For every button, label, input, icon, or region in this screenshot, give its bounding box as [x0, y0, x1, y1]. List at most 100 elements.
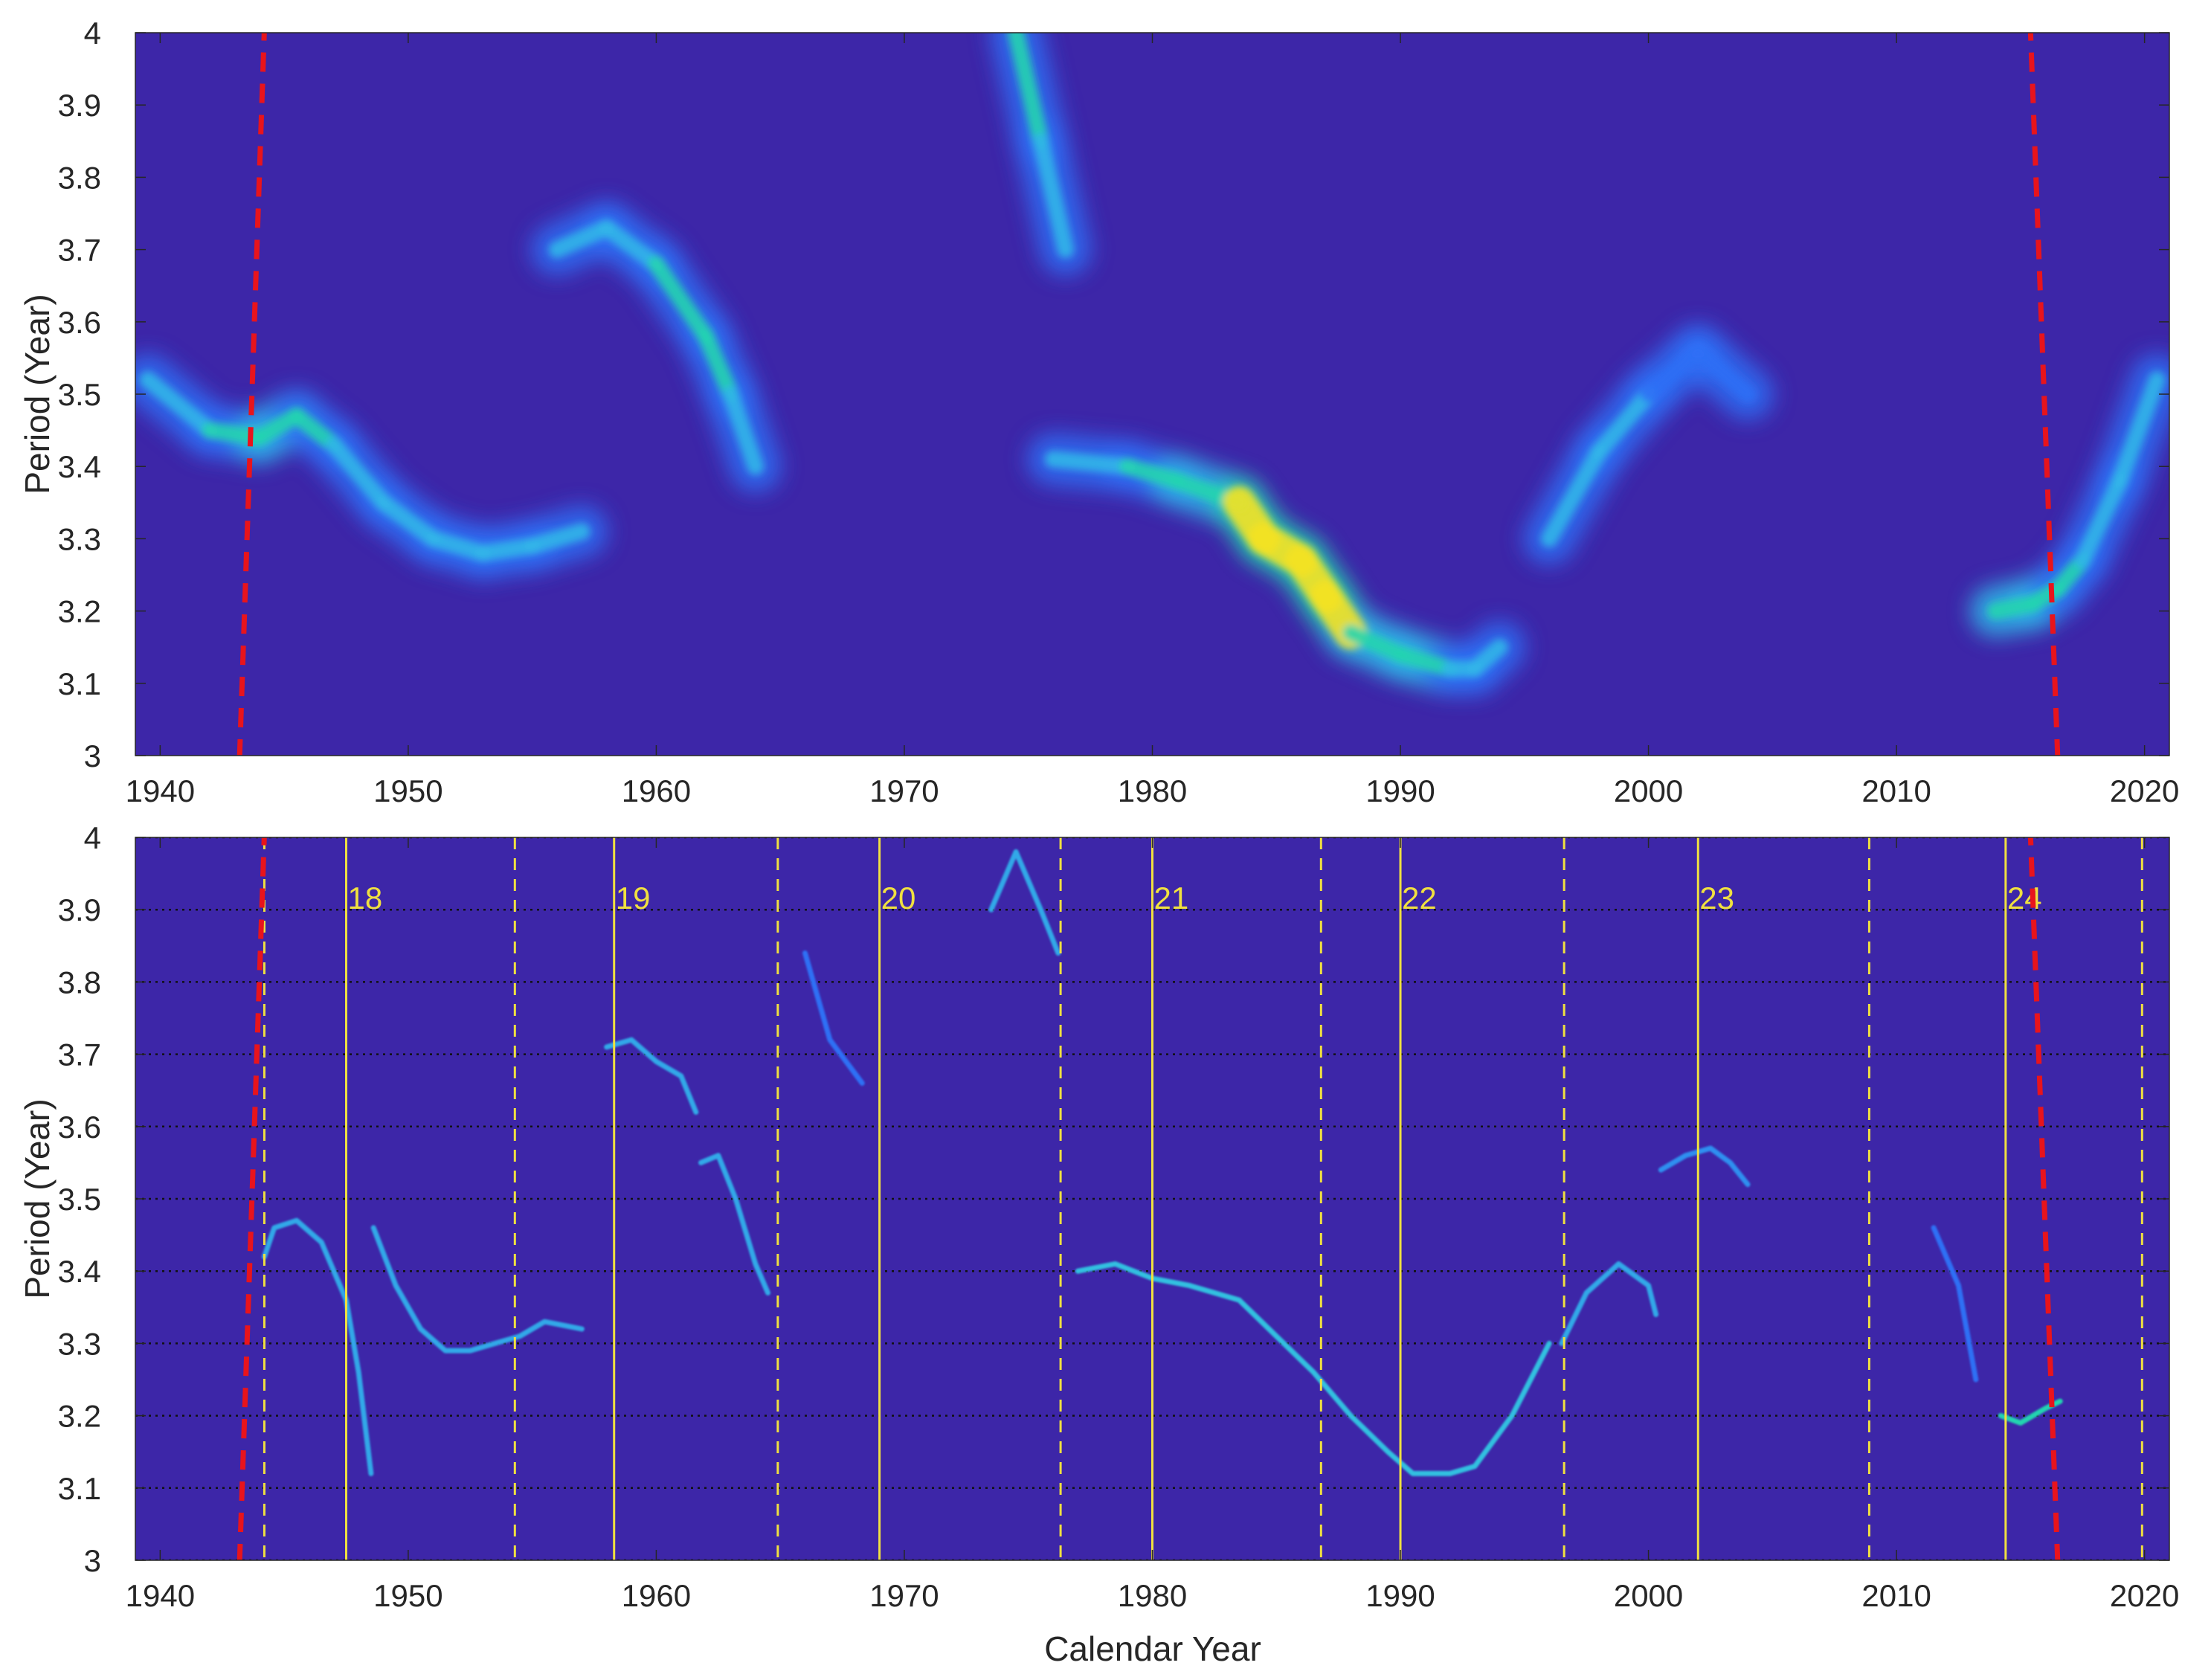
bottom-y-ticks: 3 3.1 3.2 3.3 3.4 3.5 3.6 3.7 3.8 3.9 4 — [58, 820, 2169, 1578]
heatmap-ridge-core — [139, 371, 219, 439]
y-tick-label: 3.6 — [58, 1110, 101, 1145]
ridge-line — [370, 1225, 585, 1354]
y-tick-label: 3.2 — [58, 1399, 101, 1434]
y-tick-label: 3.9 — [58, 892, 101, 927]
ridge-line — [988, 849, 1061, 956]
x-tick-label: 1950 — [373, 773, 442, 808]
y-tick-label: 3 — [84, 1543, 101, 1578]
red-dashed-line — [236, 837, 267, 1560]
ridge-line — [1075, 1261, 1552, 1476]
y-tick-label: 3.5 — [58, 1182, 101, 1217]
ridge-line — [1559, 1261, 1659, 1346]
red-dashed-line — [2027, 33, 2061, 756]
y-tick-label: 3.1 — [58, 666, 101, 701]
heatmap-ridge-core — [1690, 342, 1756, 402]
top-plot-background — [135, 33, 2169, 756]
heatmap-ridge-core — [698, 328, 739, 402]
x-tick-label: 2020 — [2110, 773, 2179, 808]
y-tick-label: 3.3 — [58, 521, 101, 556]
y-tick-label: 3 — [84, 738, 101, 773]
ridge-line — [604, 1037, 699, 1115]
heatmap-ridge-core — [1008, 33, 1049, 149]
x-tick-label: 1980 — [1118, 773, 1187, 808]
y-tick-label: 3.4 — [58, 1254, 101, 1289]
x-tick-label: 1940 — [126, 1578, 195, 1613]
y-tick-label: 3.2 — [58, 594, 101, 629]
x-tick-label: 2000 — [1614, 773, 1683, 808]
x-tick-label: 2010 — [1861, 1578, 1931, 1613]
heatmap-ridge-core — [598, 219, 665, 273]
heatmap-ridge-core — [2111, 371, 2166, 489]
top-y-axis-label: Period (Year) — [18, 294, 57, 494]
heatmap-ridge-core — [474, 538, 541, 561]
ridge-line — [802, 950, 865, 1086]
heatmap-ridge-core — [1590, 386, 1657, 460]
top-heatmap-layer — [135, 33, 2169, 695]
bottom-red-lines — [236, 837, 2061, 1560]
top-red-lines — [236, 33, 2061, 756]
bottom-x-ticks: 1940 1950 1960 1970 1980 1990 2000 2010 2020 — [126, 837, 2179, 1613]
y-tick-label: 4 — [84, 16, 101, 51]
bottom-grid — [135, 837, 2169, 1560]
heatmap-ridge-core — [722, 386, 764, 475]
x-tick-label: 2000 — [1614, 1578, 1683, 1613]
ridge-line — [1658, 1145, 1751, 1188]
x-tick-label: 1940 — [126, 773, 195, 808]
red-dashed-line — [236, 33, 267, 756]
x-tick-label: 1990 — [1365, 773, 1435, 808]
red-dashed-line — [2027, 837, 2061, 1560]
heatmap-ridge-core — [524, 523, 590, 555]
x-tick-label: 1960 — [622, 773, 691, 808]
heatmap-ridge-core — [1467, 639, 1508, 678]
y-tick-label: 3.4 — [58, 449, 101, 484]
heatmap-ridge-core — [1045, 451, 1136, 475]
y-tick-label: 3.7 — [58, 1037, 101, 1072]
x-tick-label: 1970 — [869, 1578, 939, 1613]
heatmap-ridge-core — [425, 530, 491, 561]
x-tick-label: 1980 — [1118, 1578, 1187, 1613]
cycle-label: 20 — [881, 881, 916, 915]
y-tick-label: 3.8 — [58, 160, 101, 195]
y-tick-label: 3.6 — [58, 305, 101, 340]
heatmap-ridge-core — [648, 256, 715, 345]
heatmap-ridge-core — [1032, 132, 1074, 258]
ridge-line — [698, 1153, 770, 1296]
y-tick-label: 3.8 — [58, 965, 101, 1000]
bottom-panel: 18 19 20 21 22 23 24 1940 1950 1960 1970 1980 1990 2… — [18, 820, 2179, 1668]
y-tick-label: 3.3 — [58, 1326, 101, 1361]
x-tick-label: 1950 — [373, 1578, 442, 1613]
y-tick-label: 3.7 — [58, 233, 101, 268]
cycle-label: 22 — [1402, 881, 1437, 915]
y-tick-label: 3.9 — [58, 88, 101, 123]
x-tick-label: 1970 — [869, 773, 939, 808]
cycle-label: 19 — [616, 881, 651, 915]
ridge-line — [261, 1217, 374, 1476]
cycle-label: 21 — [1154, 881, 1189, 915]
heatmap-ridge-core — [1541, 443, 1607, 547]
top-x-ticks: 1940 1950 1960 1970 1980 1990 2000 2010 2020 — [126, 33, 2179, 808]
x-tick-label: 1960 — [622, 1578, 691, 1613]
bottom-cycle-labels: 18 19 20 21 22 23 24 — [348, 881, 2042, 915]
heatmap-ridge-core — [2074, 472, 2128, 569]
x-tick-label: 2020 — [2110, 1578, 2179, 1613]
bottom-ridge-layer — [261, 849, 2063, 1476]
top-panel: 1940 1950 1960 1970 1980 1990 2000 2010 2020 3 3.… — [18, 16, 2179, 808]
bottom-x-axis-label: Calendar Year — [1044, 1629, 1261, 1668]
heatmap-ridge-core — [1342, 624, 1409, 663]
top-y-ticks: 3 3.1 3.2 3.3 3.4 3.5 3.6 3.7 3.8 3.9 4 — [58, 16, 2169, 773]
heatmap-ridge-core — [1392, 646, 1458, 678]
bottom-y-axis-label: Period (Year) — [18, 1098, 57, 1298]
bottom-cycle-lines — [263, 837, 2143, 1560]
y-tick-label: 3.1 — [58, 1471, 101, 1506]
cycle-label: 18 — [348, 881, 383, 915]
cycle-label: 24 — [2007, 881, 2042, 915]
cycle-label: 23 — [1699, 881, 1734, 915]
y-tick-label: 4 — [84, 820, 101, 855]
heatmap-ridge-core — [375, 494, 442, 547]
y-tick-label: 3.5 — [58, 377, 101, 412]
heatmap-ridge-core — [549, 219, 615, 258]
heatmap-ridge-core — [1119, 458, 1185, 489]
x-tick-label: 1990 — [1365, 1578, 1435, 1613]
heatmap-ridge-core — [325, 437, 392, 511]
